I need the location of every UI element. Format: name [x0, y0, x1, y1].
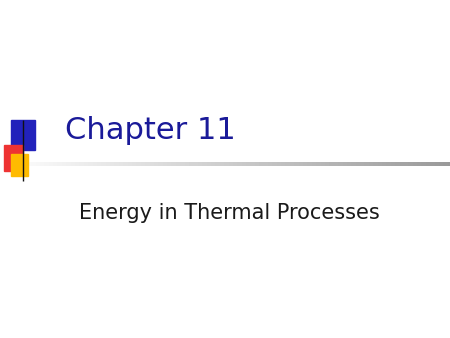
- Text: Chapter 11: Chapter 11: [65, 116, 236, 145]
- Bar: [4, 145, 23, 171]
- Text: Energy in Thermal Processes: Energy in Thermal Processes: [79, 203, 379, 223]
- Bar: [11, 154, 28, 176]
- Bar: [11, 120, 35, 150]
